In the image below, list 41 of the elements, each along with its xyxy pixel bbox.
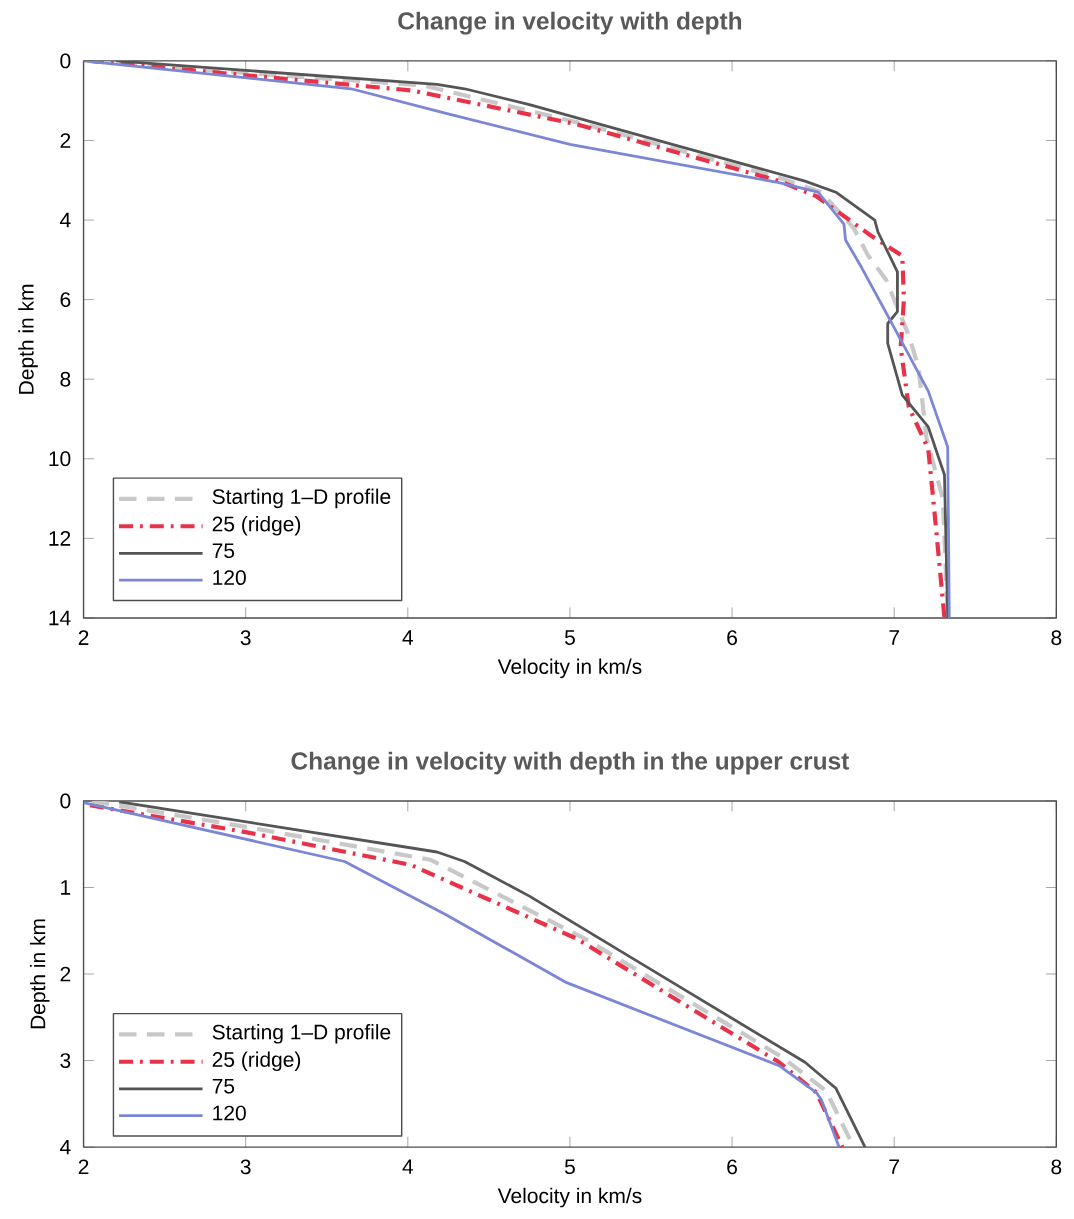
x-tick-label: 6 [727,630,738,646]
x-tick-label: 7 [889,1159,900,1174]
x-tick-label: 5 [565,630,575,645]
y-tick-label: 14 [49,610,71,626]
y-tick-label: 4 [60,212,71,228]
x-tick-label: 3 [240,630,251,646]
x-tick-label: 6 [727,1159,738,1175]
y-tick-label: 1 [61,880,71,895]
x-tick-label: 4 [402,1159,414,1174]
legend-label: 75 [212,1078,235,1094]
chart-title: Change in velocity with depth in the upper crust [291,751,850,775]
x-axis-title: Velocity in km/s [497,1187,642,1208]
x-tick-label: 3 [240,1159,251,1175]
x-tick-label: 5 [565,1159,575,1175]
legend-label: 25 (ridge) [212,516,301,536]
legend-label: 120 [213,570,246,586]
x-tick-label: 2 [78,630,89,645]
y-axis-title: Depth in km [18,284,38,394]
y-tick-label: 3 [60,1053,71,1068]
legend-label: 75 [212,543,235,559]
y-tick-label: 4 [60,1139,71,1155]
y-axis-title: Depth in km [30,919,50,1029]
legend-label: 120 [213,1105,246,1121]
y-tick-label: 0 [60,793,71,809]
x-axis-title: Velocity in km/s [497,658,642,679]
x-tick-label: 8 [1051,630,1062,646]
y-tick-label: 12 [49,531,71,546]
legend-label: Starting 1–D profile [212,1024,391,1044]
x-tick-label: 4 [402,630,414,645]
x-tick-label: 2 [78,1159,89,1175]
y-tick-label: 2 [60,133,71,148]
y-tick-label: 8 [60,371,71,387]
y-tick-label: 0 [60,53,71,69]
legend-label: 25 (ridge) [212,1051,301,1072]
chart-title: Change in velocity with depth [398,11,742,35]
legend-label: Starting 1–D profile [212,488,391,509]
x-tick-label: 8 [1051,1159,1062,1175]
y-tick-label: 10 [49,451,71,467]
y-tick-label: 6 [60,292,71,308]
y-tick-label: 2 [60,966,71,982]
x-tick-label: 7 [889,630,900,645]
